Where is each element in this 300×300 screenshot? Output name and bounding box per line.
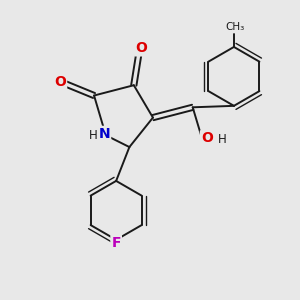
Text: H: H xyxy=(218,133,227,146)
Text: N: N xyxy=(98,127,110,141)
Text: H: H xyxy=(89,129,98,142)
Text: F: F xyxy=(111,236,121,250)
Text: CH₃: CH₃ xyxy=(225,22,244,32)
Text: O: O xyxy=(135,41,147,56)
Text: O: O xyxy=(201,131,213,145)
Text: O: O xyxy=(54,75,66,89)
